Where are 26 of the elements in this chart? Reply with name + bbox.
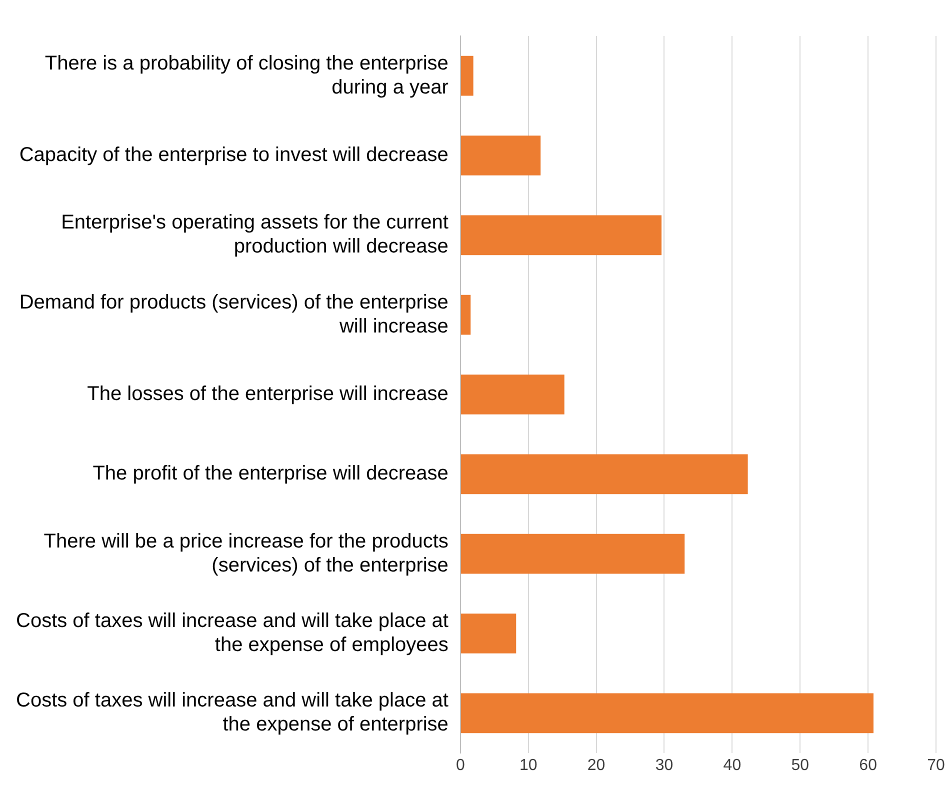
bar (460, 215, 662, 256)
bar (460, 136, 541, 176)
y-tick-label: Demand for products (services) of the enterprise will increase (19, 291, 448, 338)
y-tick-label: Capacity of the enterprise to invest will decrease (19, 144, 448, 166)
y-tick-label: Costs of taxes will increase and will take place at the expense of employees (16, 610, 449, 656)
bar (460, 534, 685, 574)
x-tick-label: 50 (791, 757, 810, 774)
x-tick-label: 20 (587, 757, 606, 774)
x-tick-label: 10 (519, 757, 538, 774)
y-tick-label: Enterprise's operating assets for the current production will decrease (61, 212, 449, 258)
bar (460, 614, 516, 654)
bar (460, 454, 748, 494)
x-tick-label: 30 (655, 757, 674, 774)
y-tick-label: Costs of taxes will increase and will take place at the expense of enterprise (16, 690, 449, 736)
y-tick-label: The losses of the enterprise will increase (87, 383, 448, 406)
x-tick-label: 0 (456, 757, 465, 774)
x-tick-label: 70 (927, 757, 945, 774)
x-tick-label: 60 (859, 757, 878, 774)
y-tick-label: There will be a price increase for the products (services) of the enterprise (44, 530, 448, 576)
bar (460, 56, 474, 96)
bar (460, 374, 564, 414)
x-tick-label: 40 (723, 757, 742, 774)
y-tick-label: The profit of the enterprise will decrease (92, 462, 448, 485)
y-tick-label: There is a probability of closing the enterprise during a year (44, 52, 449, 98)
bar (460, 294, 471, 335)
bar (460, 693, 874, 734)
